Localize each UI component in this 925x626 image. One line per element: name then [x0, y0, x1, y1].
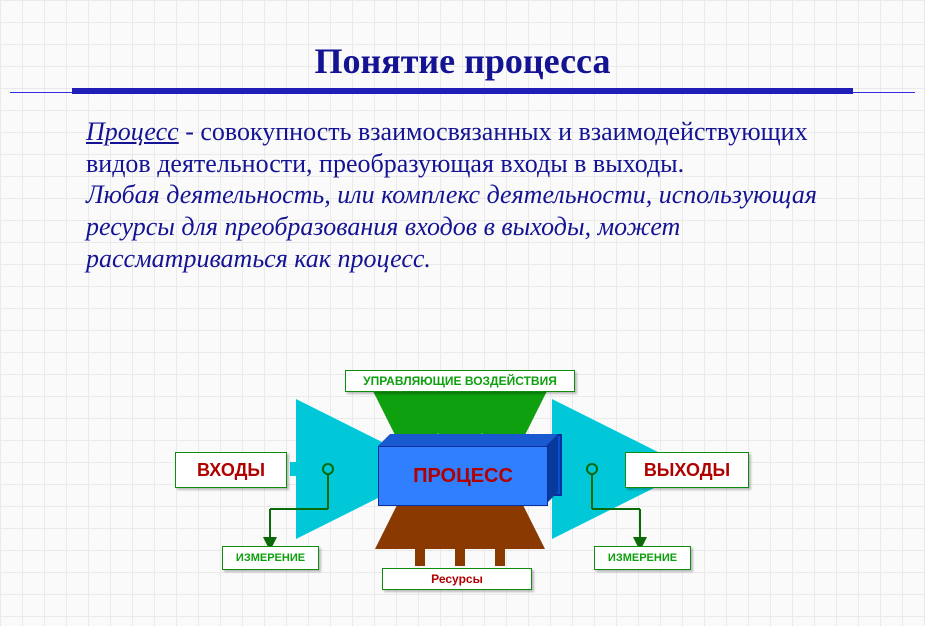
definition-body: - совокупность взаимосвязанных и взаимод… [86, 117, 808, 178]
outputs-label: ВЫХОДЫ [644, 460, 730, 481]
measure-right-label: ИЗМЕРЕНИЕ [608, 552, 677, 564]
controls-label: УПРАВЛЯЮЩИЕ ВОЗДЕЙСТВИЯ [363, 374, 557, 388]
resources-box: Ресурсы [382, 568, 532, 590]
process-box-top [378, 434, 558, 446]
process-box: ПРОЦЕСС [378, 446, 548, 506]
inputs-box: ВХОДЫ [175, 452, 287, 488]
measure-left-label: ИЗМЕРЕНИЕ [236, 552, 305, 564]
outputs-box: ВЫХОДЫ [625, 452, 749, 488]
process-diagram: ПРОЦЕСС УПРАВЛЯЮЩИЕ ВОЗДЕЙСТВИЯ ВХОДЫ ВЫ… [0, 370, 925, 626]
measure-left-box: ИЗМЕРЕНИЕ [222, 546, 319, 570]
controls-box: УПРАВЛЯЮЩИЕ ВОЗДЕЙСТВИЯ [345, 370, 575, 392]
resources-label: Ресурсы [431, 572, 483, 586]
page-title: Понятие процесса [0, 0, 925, 88]
process-label: ПРОЦЕСС [413, 465, 513, 488]
inputs-label: ВХОДЫ [197, 460, 265, 481]
definition-lead: Процесс [86, 117, 179, 146]
title-rule [10, 88, 915, 102]
measure-right-box: ИЗМЕРЕНИЕ [594, 546, 691, 570]
definition-paragraph: Процесс - совокупность взаимосвязанных и… [86, 116, 853, 275]
definition-italic: Любая деятельность, или комплекс деятель… [86, 180, 817, 272]
